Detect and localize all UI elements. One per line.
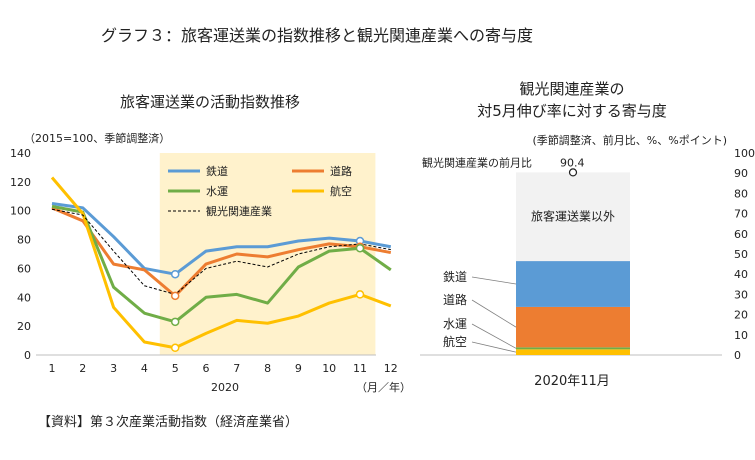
stack-segment-2 xyxy=(516,306,630,348)
segment-label: 道路 xyxy=(443,292,467,307)
bar-chart-title-line-1: 観光関連産業の xyxy=(519,80,624,98)
segment-label: 水運 xyxy=(443,317,467,331)
x-tick-label: 6 xyxy=(203,362,210,375)
legend-label: 航空 xyxy=(330,184,352,198)
x-tick-label: 11 xyxy=(353,362,367,375)
leader-line xyxy=(471,276,517,285)
series-line-2 xyxy=(51,204,392,324)
series-marker xyxy=(355,243,365,253)
y-tick-label: 20 xyxy=(17,320,31,333)
legend-label: 道路 xyxy=(330,164,352,178)
line-chart: 旅客運送業の活動指数推移 （2015=100、季節調整済） 2020 （月／年）… xyxy=(10,93,411,394)
legend-label: 観光関連産業 xyxy=(206,204,272,218)
y-tick-label: 40 xyxy=(734,268,748,281)
series-marker xyxy=(170,317,180,327)
x-tick-label: 12 xyxy=(384,362,398,375)
x-tick-label: 5 xyxy=(172,362,179,375)
series-line-1 xyxy=(51,206,392,298)
segment-label-other: 旅客運送業以外 xyxy=(531,209,615,224)
y-tick-label: 80 xyxy=(734,187,748,200)
series-marker xyxy=(170,343,180,353)
series-marker xyxy=(170,291,180,301)
y-tick-label: 20 xyxy=(734,309,748,322)
x-tick-label: 3 xyxy=(110,362,117,375)
y-tick-label: 70 xyxy=(734,208,748,221)
bar-chart: 観光関連産業の 対5月伸び率に対する寄与度 (季節調整済、前月比、%、%ポイント… xyxy=(420,80,755,389)
y-tick-label: 100 xyxy=(10,205,31,218)
series-marker xyxy=(355,290,365,299)
series-line-0 xyxy=(51,202,392,276)
x-tick-label: 7 xyxy=(233,362,240,375)
line-chart-x-unit: （月／年） xyxy=(356,380,411,394)
y-tick-label: 60 xyxy=(17,262,31,275)
y-tick-label: 0 xyxy=(734,349,741,362)
line-chart-title: 旅客運送業の活動指数推移 xyxy=(120,93,300,111)
y-tick-label: 0 xyxy=(24,349,31,362)
segment-label: 鉄道 xyxy=(443,269,467,284)
figure-title: グラフ３：旅客運送業の指数推移と観光関連産業への寄与度 xyxy=(101,26,533,45)
y-tick-label: 140 xyxy=(10,147,31,160)
series-line-4 xyxy=(51,208,391,295)
line-chart-xlabel: 2020 xyxy=(211,381,239,394)
x-tick-label: 9 xyxy=(295,362,302,375)
bar-chart-title-line-2: 対5月伸び率に対する寄与度 xyxy=(477,102,667,120)
highlight-band xyxy=(159,153,376,355)
legend-label: 鉄道 xyxy=(206,164,228,178)
x-tick-label: 10 xyxy=(322,362,336,375)
total-marker xyxy=(568,168,578,177)
stack-segment-0 xyxy=(516,349,630,355)
y-tick-label: 100 xyxy=(734,147,755,160)
total-label: 観光関連産業の前月比 xyxy=(422,155,532,169)
segment-label: 航空 xyxy=(443,334,467,349)
y-tick-label: 120 xyxy=(10,176,31,189)
legend-label: 水運 xyxy=(206,185,228,198)
y-tick-label: 40 xyxy=(17,291,31,304)
y-tick-label: 80 xyxy=(17,234,31,247)
leader-line xyxy=(471,341,517,353)
bar-chart-unit-note: (季節調整済、前月比、%、%ポイント) xyxy=(533,133,728,147)
stack-segment-4 xyxy=(516,172,630,262)
x-tick-label: 8 xyxy=(264,362,271,375)
bar-chart-category-label: 2020年11月 xyxy=(534,374,610,389)
y-tick-label: 10 xyxy=(734,329,748,342)
stack-segment-1 xyxy=(516,347,630,350)
leader-line xyxy=(471,323,517,349)
source-note: 【資料】第３次産業活動指数（経済産業省） xyxy=(38,415,299,430)
y-tick-label: 50 xyxy=(734,248,748,261)
stack-segment-3 xyxy=(516,261,630,307)
x-tick-label: 2 xyxy=(79,362,86,375)
x-tick-label: 1 xyxy=(49,362,56,375)
total-value: 90.4 xyxy=(560,156,585,169)
series-marker xyxy=(170,269,180,279)
leader-line xyxy=(471,299,517,328)
y-tick-label: 60 xyxy=(734,228,748,241)
y-tick-label: 30 xyxy=(734,288,748,301)
highlight-band-group xyxy=(159,153,376,355)
x-tick-label: 4 xyxy=(141,362,148,375)
y-tick-label: 90 xyxy=(734,167,748,180)
line-chart-unit-note: （2015=100、季節調整済） xyxy=(24,131,170,145)
series-line-3 xyxy=(50,176,392,350)
